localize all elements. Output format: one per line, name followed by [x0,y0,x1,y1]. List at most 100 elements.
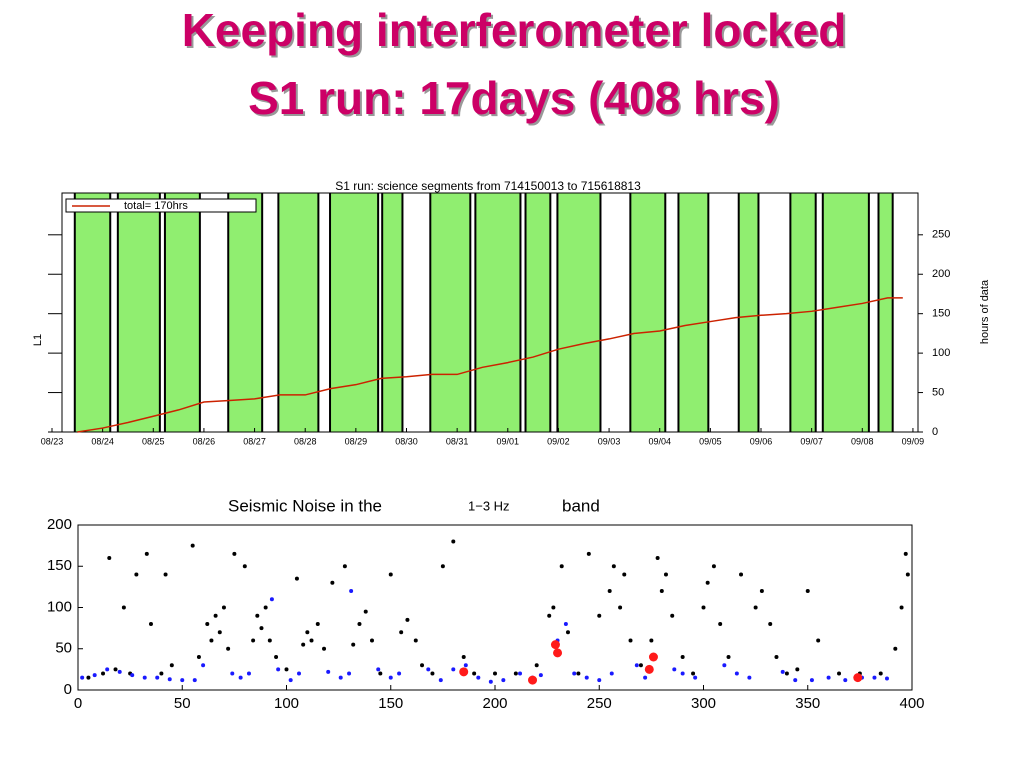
point [349,589,354,593]
point [205,622,210,626]
point [680,655,685,659]
point [597,613,602,618]
x-tick-label: 08/25 [142,436,165,446]
point [113,667,118,672]
x-tick-label: 09/09 [902,436,925,446]
point [501,678,506,683]
chart-title: 1−3 Hz [468,498,510,513]
point [426,667,431,672]
segment [557,193,601,432]
point [326,669,331,674]
x-tick-label: 08/27 [243,436,266,446]
y-tick-label: 200 [47,516,72,533]
point [388,675,393,680]
point [611,564,616,569]
y2-tick-label: 100 [932,347,950,359]
segment [278,193,319,432]
point [663,572,668,577]
y2-tick-label: 0 [932,426,938,438]
x-tick-label: 300 [691,695,716,712]
point [148,622,153,626]
point [399,630,404,635]
point [413,638,418,643]
point [130,673,135,678]
point [534,663,539,668]
point [816,638,821,643]
point [420,663,425,668]
point [80,675,85,680]
x-tick-label: 08/30 [395,436,418,446]
point [609,671,614,676]
y-axis-label: L1 [32,334,44,346]
point [217,630,222,635]
point [826,675,831,680]
segment [74,193,111,432]
point [169,663,174,668]
point [518,671,523,676]
point [338,675,343,680]
point [221,605,226,610]
point [86,675,91,680]
point [622,572,627,577]
point [213,613,218,618]
segment [738,193,759,432]
x-tick-label: 200 [482,695,507,712]
y2-tick-label: 250 [932,229,950,241]
x-tick-label: 08/31 [446,436,469,446]
segment [525,193,551,432]
point [795,667,800,672]
point [376,667,381,672]
point [837,671,842,676]
segment [430,193,471,432]
point [753,605,758,610]
y-tick-label: 0 [64,681,72,698]
segment [878,193,893,432]
point [476,675,481,680]
point [230,671,235,676]
point [655,556,660,560]
point [903,551,908,556]
y-tick-label: 100 [47,598,72,615]
title-line: S1 run: 17days (408 hrs) [248,72,780,124]
x-tick-label: 100 [274,695,299,712]
point [159,671,164,676]
point [255,613,260,618]
point [238,675,243,680]
point [451,667,456,672]
x-tick-label: 08/26 [193,436,216,446]
x-tick-label: 09/01 [497,436,520,446]
legend-label: total= 170hrs [124,200,188,212]
point [267,638,272,643]
point [576,671,581,676]
point [274,655,279,659]
point [638,663,643,668]
point [493,671,497,676]
point [438,678,443,683]
point [155,675,160,680]
chart-title: band [562,496,600,515]
point [628,638,633,643]
point [330,580,335,585]
point [430,671,435,676]
x-tick-label: 50 [174,695,191,712]
point [905,572,910,577]
point [351,642,356,647]
x-tick-label: 400 [899,695,924,712]
point [597,678,602,683]
point [843,678,848,683]
point [117,669,122,674]
point [618,605,623,610]
y-tick-label: 150 [47,557,72,574]
point [297,671,302,676]
x-tick-label: 09/05 [699,436,722,446]
point [363,609,368,614]
y2-tick-label: 150 [932,308,950,320]
point [347,671,352,676]
point [305,630,310,635]
point [559,564,564,569]
point [107,556,112,560]
point [259,626,264,631]
point [180,678,185,683]
x-tick-label: 09/04 [648,436,671,446]
